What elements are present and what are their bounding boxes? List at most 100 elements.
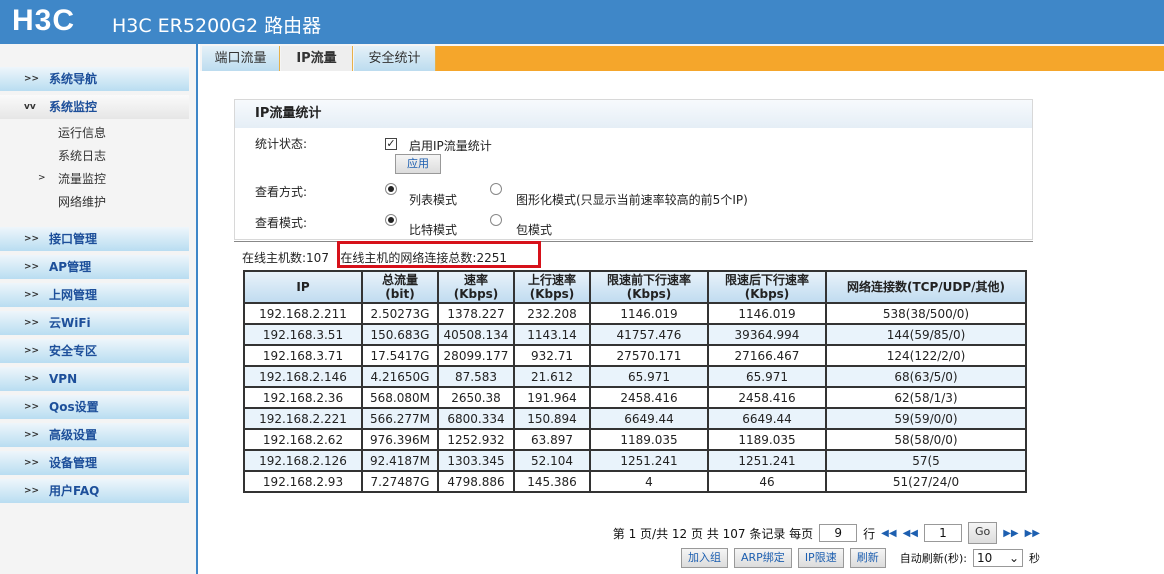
sidebar-item-ap[interactable]: >> AP管理: [0, 255, 189, 279]
table-cell: 192.168.2.211: [243, 302, 363, 325]
sidebar-item-security[interactable]: >> 安全专区: [0, 339, 189, 363]
table-cell: 192.168.2.221: [243, 407, 363, 430]
table-cell: 4: [589, 470, 709, 493]
highlight-box: [337, 241, 541, 268]
sidebar-item-device[interactable]: >> 设备管理: [0, 451, 189, 475]
table-cell: 65.971: [707, 365, 827, 388]
header-unit: (Kbps): [626, 287, 672, 301]
tab-ip-traffic[interactable]: IP流量: [281, 46, 353, 71]
view-list-radio[interactable]: [385, 183, 397, 198]
sidebar-item-system-monitor[interactable]: vv 系统监控: [0, 95, 189, 119]
header-unit: (Kbps): [529, 287, 575, 301]
table-cell: 65.971: [589, 365, 709, 388]
view-graph-radio[interactable]: [490, 183, 502, 198]
header-line: IP: [296, 280, 310, 294]
table-cell: 932.71: [513, 344, 591, 367]
sidebar-item-advanced[interactable]: >> 高级设置: [0, 423, 189, 447]
mode-packet-label: 包模式: [516, 223, 553, 237]
table-row[interactable]: 192.168.2.146 4.21650G 87.583 21.612 65.971 6…: [243, 365, 1027, 388]
table-cell: 4.21650G: [361, 365, 439, 388]
per-page-input[interactable]: 9: [819, 524, 858, 542]
table-row[interactable]: 192.168.2.221 566.277M 6800.334 150.894 6649…: [243, 407, 1027, 430]
enable-checkbox[interactable]: ✓: [385, 137, 397, 150]
sidebar-item-cloud-wifi[interactable]: >> 云WiFi: [0, 311, 189, 335]
apply-button[interactable]: 应用: [395, 154, 441, 174]
table-cell: 27570.171: [589, 344, 709, 367]
arrow-down-icon: vv: [24, 102, 36, 112]
online-hosts: 在线主机数:107: [242, 251, 329, 265]
table-cell: 1252.932: [437, 428, 515, 451]
sidebar-item-internet[interactable]: >> 上网管理: [0, 283, 189, 307]
sidebar-sub-syslog[interactable]: 系统日志: [58, 149, 107, 163]
sidebar-item-faq[interactable]: >> 用户FAQ: [0, 479, 189, 503]
tab-port-traffic[interactable]: 端口流量: [202, 46, 280, 71]
column-header: 网络连接数(TCP/UDP/其他): [825, 270, 1027, 304]
tab-security-stats[interactable]: 安全统计: [354, 46, 436, 71]
prev-page-icon[interactable]: ◀◀: [902, 527, 918, 539]
table-cell: 1303.345: [437, 449, 515, 472]
table-row[interactable]: 192.168.3.51 150.683G 40508.134 1143.14 4175…: [243, 323, 1027, 346]
pager-actions: 加入组 ARP绑定 IP限速 刷新 自动刷新(秒): 10 ⌄ 秒: [681, 548, 1040, 568]
table-cell: 150.683G: [361, 323, 439, 346]
next-page-icon[interactable]: ▶▶: [1003, 527, 1019, 539]
label: Qos设置: [49, 400, 99, 414]
tab-bar-accent: [436, 46, 1164, 71]
table-cell: 92.4187M: [361, 449, 439, 472]
table-cell: 63.897: [513, 428, 591, 451]
sidebar-sub-run-info[interactable]: 运行信息: [58, 126, 107, 140]
table-cell: 144(59/85/0): [825, 323, 1027, 346]
label: 设备管理: [49, 456, 98, 470]
header-line: 限速前下行速率: [606, 273, 691, 287]
arrow-icon: >>: [24, 234, 40, 244]
ip-traffic-table: IP 总流量 (bit) 速率 (Kbps) 上行速率 (Kbps) 限速前下行速率 (Kbps…: [243, 270, 1027, 493]
h3c-logo: H3C: [12, 4, 76, 37]
go-button[interactable]: Go: [967, 522, 998, 544]
table-row[interactable]: 192.168.2.211 2.50273G 1378.227 232.208 1146…: [243, 302, 1027, 325]
table-row[interactable]: 192.168.2.126 92.4187M 1303.345 52.104 1251.…: [243, 449, 1027, 472]
table-cell: 192.168.2.93: [243, 470, 363, 493]
sidebar-item-vpn[interactable]: >> VPN: [0, 367, 189, 391]
header-line: 限速后下行速率: [724, 273, 809, 287]
table-cell: 2458.416: [707, 386, 827, 409]
label: 云WiFi: [49, 316, 91, 330]
add-group-button[interactable]: 加入组: [681, 548, 728, 568]
first-page-icon[interactable]: ◀◀: [881, 527, 897, 539]
label: 用户FAQ: [49, 484, 100, 498]
table-cell: 1251.241: [707, 449, 827, 472]
table-cell: 62(58/1/3): [825, 386, 1027, 409]
table-cell: 1146.019: [589, 302, 709, 325]
stats-line: 在线主机数:107 在线主机的网络连接总数:2251: [242, 249, 507, 266]
table-cell: 192.168.2.36: [243, 386, 363, 409]
table-cell: 2650.38: [437, 386, 515, 409]
table-cell: 59(59/0/0): [825, 407, 1027, 430]
ip-limit-button[interactable]: IP限速: [797, 548, 844, 568]
table-row[interactable]: 192.168.2.36 568.080M 2650.38 191.964 2458.4…: [243, 386, 1027, 409]
arrow-icon: >>: [24, 290, 40, 300]
page-input[interactable]: 1: [923, 524, 962, 542]
sidebar-item-interface[interactable]: >> 接口管理: [0, 227, 189, 251]
rows-label: 行: [863, 526, 876, 541]
refresh-button[interactable]: 刷新: [849, 548, 886, 568]
panel-title: IP流量统计: [235, 100, 1032, 128]
sidebar-item-system-nav[interactable]: >> 系统导航: [0, 67, 189, 91]
mode-packet-radio[interactable]: [490, 214, 502, 229]
table-cell: 1189.035: [589, 428, 709, 451]
arrow-icon: >>: [24, 430, 40, 440]
table-row[interactable]: 192.168.2.62 976.396M 1252.932 63.897 1189.0…: [243, 428, 1027, 451]
table-row[interactable]: 192.168.3.71 17.5417G 28099.177 932.71 27570…: [243, 344, 1027, 367]
sidebar-sub-traffic-monitor[interactable]: 流量监控: [58, 172, 107, 186]
table-cell: 232.208: [513, 302, 591, 325]
table-row[interactable]: 192.168.2.93 7.27487G 4798.886 145.386 4 46 51…: [243, 470, 1027, 493]
sidebar-item-qos[interactable]: >> Qos设置: [0, 395, 189, 419]
mode-bit-radio[interactable]: [385, 214, 397, 229]
chevron-down-icon: ⌄: [1008, 551, 1019, 565]
table-cell: 150.894: [513, 407, 591, 430]
last-page-icon[interactable]: ▶▶: [1024, 527, 1040, 539]
sidebar-sub-network-maintenance[interactable]: 网络维护: [58, 195, 107, 209]
table-cell: 21.612: [513, 365, 591, 388]
label: VPN: [49, 372, 78, 386]
arp-bind-button[interactable]: ARP绑定: [734, 548, 792, 568]
auto-refresh-select[interactable]: 10 ⌄: [973, 549, 1023, 567]
ip-traffic-panel: IP流量统计 统计状态: ✓ 启用IP流量统计 应用 查看方式: 列表模式 图形…: [234, 99, 1033, 240]
table-cell: 58(58/0/0): [825, 428, 1027, 451]
